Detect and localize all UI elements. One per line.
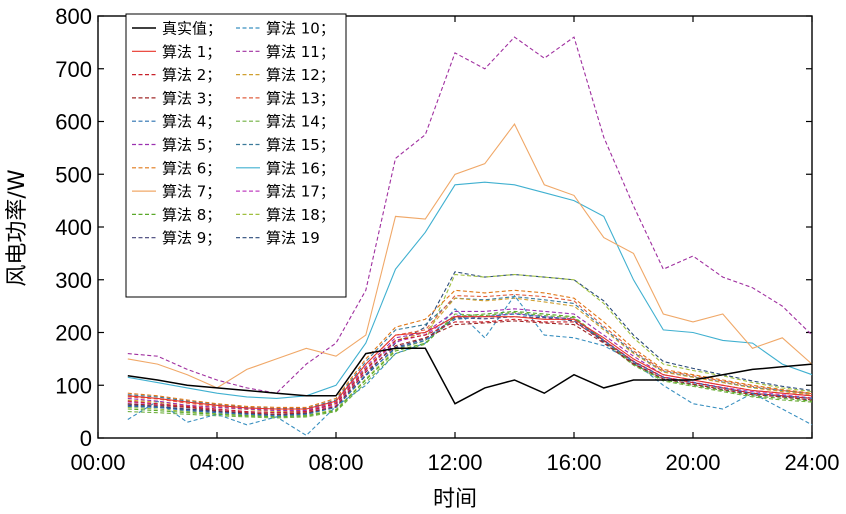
legend-label: 算法 11； [266, 43, 335, 61]
x-tick-label: 24:00 [784, 450, 839, 475]
legend-label: 算法 13； [266, 89, 335, 107]
x-tick-label: 00:00 [70, 450, 125, 475]
y-tick-label: 200 [55, 321, 92, 346]
series-line [127, 289, 813, 408]
series-line [127, 297, 813, 413]
legend-label: 算法 7； [162, 183, 221, 201]
legend-label: 算法 16； [266, 159, 335, 177]
legend-label: 算法 18； [266, 206, 335, 224]
series-line [127, 123, 813, 389]
series-line [127, 36, 813, 394]
y-tick-label: 500 [55, 162, 92, 187]
y-tick-label: 700 [55, 57, 92, 82]
legend: 真实值； 算法 1； 算法 2； 算法 3； 算法 4； 算法 5； 算法 6； 算法 7； 算… [125, 13, 347, 298]
y-tick-label: 300 [55, 268, 92, 293]
legend-label: 算法 1； [162, 43, 221, 61]
legend-label: 算法 4； [162, 113, 221, 131]
x-tick-label: 04:00 [189, 450, 244, 475]
y-tick-label: 600 [55, 110, 92, 135]
legend-label: 算法 19 [266, 229, 320, 247]
y-tick-label: 400 [55, 215, 92, 240]
legend-label: 算法 14； [266, 113, 335, 131]
legend-label: 算法 2； [162, 66, 221, 84]
legend-label: 算法 12； [266, 66, 335, 84]
legend-box [125, 13, 347, 298]
series-line [127, 347, 813, 405]
x-axis-title: 时间 [433, 487, 477, 512]
x-tick-label: 16:00 [546, 450, 601, 475]
legend-label: 算法 3； [162, 89, 221, 107]
legend-label: 算法 9； [162, 229, 221, 247]
series-line [127, 318, 813, 414]
x-tick-label: 12:00 [427, 450, 482, 475]
series-line [127, 313, 813, 417]
series-layer [127, 36, 813, 437]
series-line [127, 320, 813, 415]
legend-label: 真实值； [162, 20, 222, 38]
y-axis-title: 风电功率/W [5, 169, 30, 286]
legend-label: 算法 6； [162, 159, 221, 177]
legend-label: 算法 8； [162, 206, 221, 224]
x-axis: 00:00 04:00 08:00 12:00 16:00 20:00 24:00 [70, 16, 840, 475]
y-tick-label: 100 [55, 373, 92, 398]
x-tick-label: 20:00 [665, 450, 720, 475]
series-line [127, 316, 813, 416]
legend-label: 算法 10； [266, 20, 335, 38]
legend-label: 算法 17； [266, 183, 335, 201]
series-line [127, 310, 813, 418]
x-tick-label: 08:00 [308, 450, 363, 475]
y-tick-label: 0 [80, 426, 92, 451]
series-line [127, 181, 813, 399]
legend-label: 算法 5； [162, 136, 221, 154]
series-line [127, 316, 813, 410]
y-tick-label: 800 [55, 4, 92, 29]
y-axis: 0 100 200 300 400 500 600 700 800 [55, 4, 812, 451]
legend-label: 算法 15； [266, 136, 335, 154]
